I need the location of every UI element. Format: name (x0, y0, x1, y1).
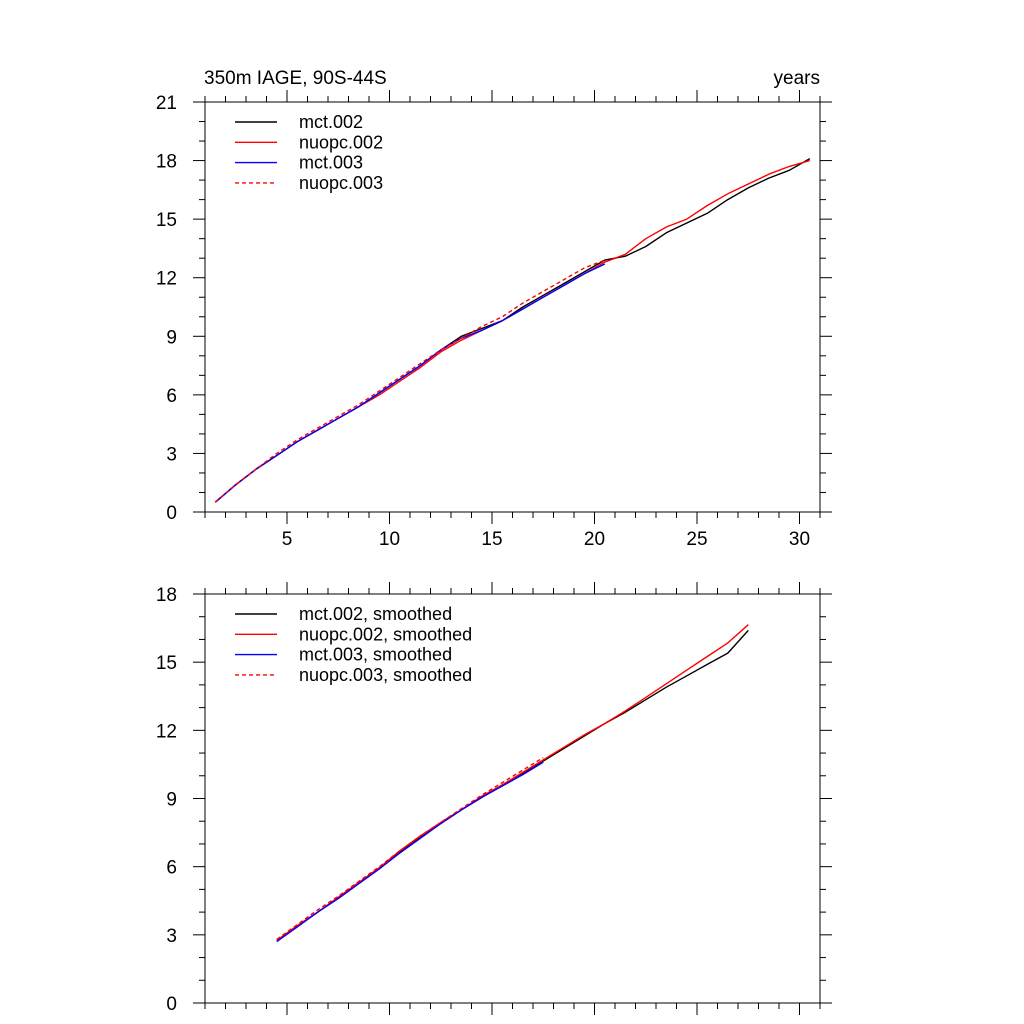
chart-panel-top: 5 10 15 20 25 30 0 3 6 9 12 15 18 21 mct.002nuopc.002m… (156, 90, 832, 550)
series-line-nuopc-002-smoothed (276, 624, 749, 942)
x-tick-label: 20 (584, 529, 605, 550)
y-tick-label: 21 (156, 93, 177, 114)
y-tick-label: 6 (166, 386, 177, 407)
y-tick-label: 6 (166, 858, 177, 879)
chart-title-right: years (774, 68, 820, 89)
legend-label: mct.002, smoothed (299, 604, 452, 624)
series-line-mct-003 (214, 263, 606, 503)
legend-label: mct.003, smoothed (299, 645, 452, 665)
chart-title-left: 350m IAGE, 90S-44S (204, 68, 387, 89)
legend-label: nuopc.002 (299, 132, 383, 152)
legend-label: mct.003 (299, 153, 363, 173)
y-tick-label: 3 (166, 926, 177, 947)
x-tick-label: 25 (686, 529, 707, 550)
legend-label: nuopc.002, smoothed (299, 624, 472, 644)
legend-label: nuopc.003 (299, 173, 383, 193)
y-tick-label: 18 (156, 152, 177, 173)
y-tick-label: 9 (166, 327, 177, 348)
y-tick-label: 15 (156, 210, 177, 231)
x-tick-label: 30 (789, 529, 810, 550)
x-tick-label: 5 (282, 529, 293, 550)
series-line-nuopc-003-smoothed (276, 757, 544, 940)
y-tick-label: 0 (166, 503, 177, 524)
series-line-nuopc-003 (214, 259, 606, 503)
x-tick-label: 15 (481, 529, 502, 550)
legend-label: mct.002 (299, 112, 363, 132)
x-tick-label: 10 (379, 529, 400, 550)
y-tick-label: 3 (166, 444, 177, 465)
y-tick-label: 12 (156, 269, 177, 290)
y-tick-label: 18 (156, 585, 177, 606)
y-tick-label: 12 (156, 721, 177, 742)
series-line-mct-003-smoothed (276, 761, 544, 943)
legend-label: nuopc.003, smoothed (299, 665, 472, 685)
y-tick-label: 9 (166, 790, 177, 811)
y-tick-label: 0 (166, 994, 177, 1015)
y-tick-label: 15 (156, 653, 177, 674)
